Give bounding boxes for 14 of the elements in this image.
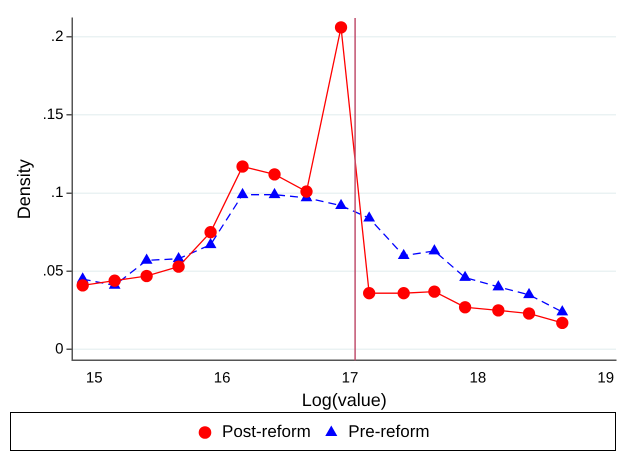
x-tick-label: 17 xyxy=(342,370,358,387)
legend-label: Pre-reform xyxy=(348,422,430,442)
x-axis-title: Log(value) xyxy=(302,390,387,410)
y-tick-label: .2 xyxy=(50,28,64,45)
x-tick-label: 18 xyxy=(470,370,486,387)
y-tick-label: .05 xyxy=(42,262,64,280)
x-tick-label: 16 xyxy=(214,370,230,387)
x-tick-label: 19 xyxy=(597,370,614,387)
legend-label: Post-reform xyxy=(222,422,311,442)
x-tick-label: 15 xyxy=(86,370,103,387)
y-tick-label: 0 xyxy=(55,340,64,358)
y-axis-title: Density xyxy=(14,159,34,220)
y-tick-label: .15 xyxy=(42,106,64,124)
y-tick-label: .1 xyxy=(50,184,64,202)
